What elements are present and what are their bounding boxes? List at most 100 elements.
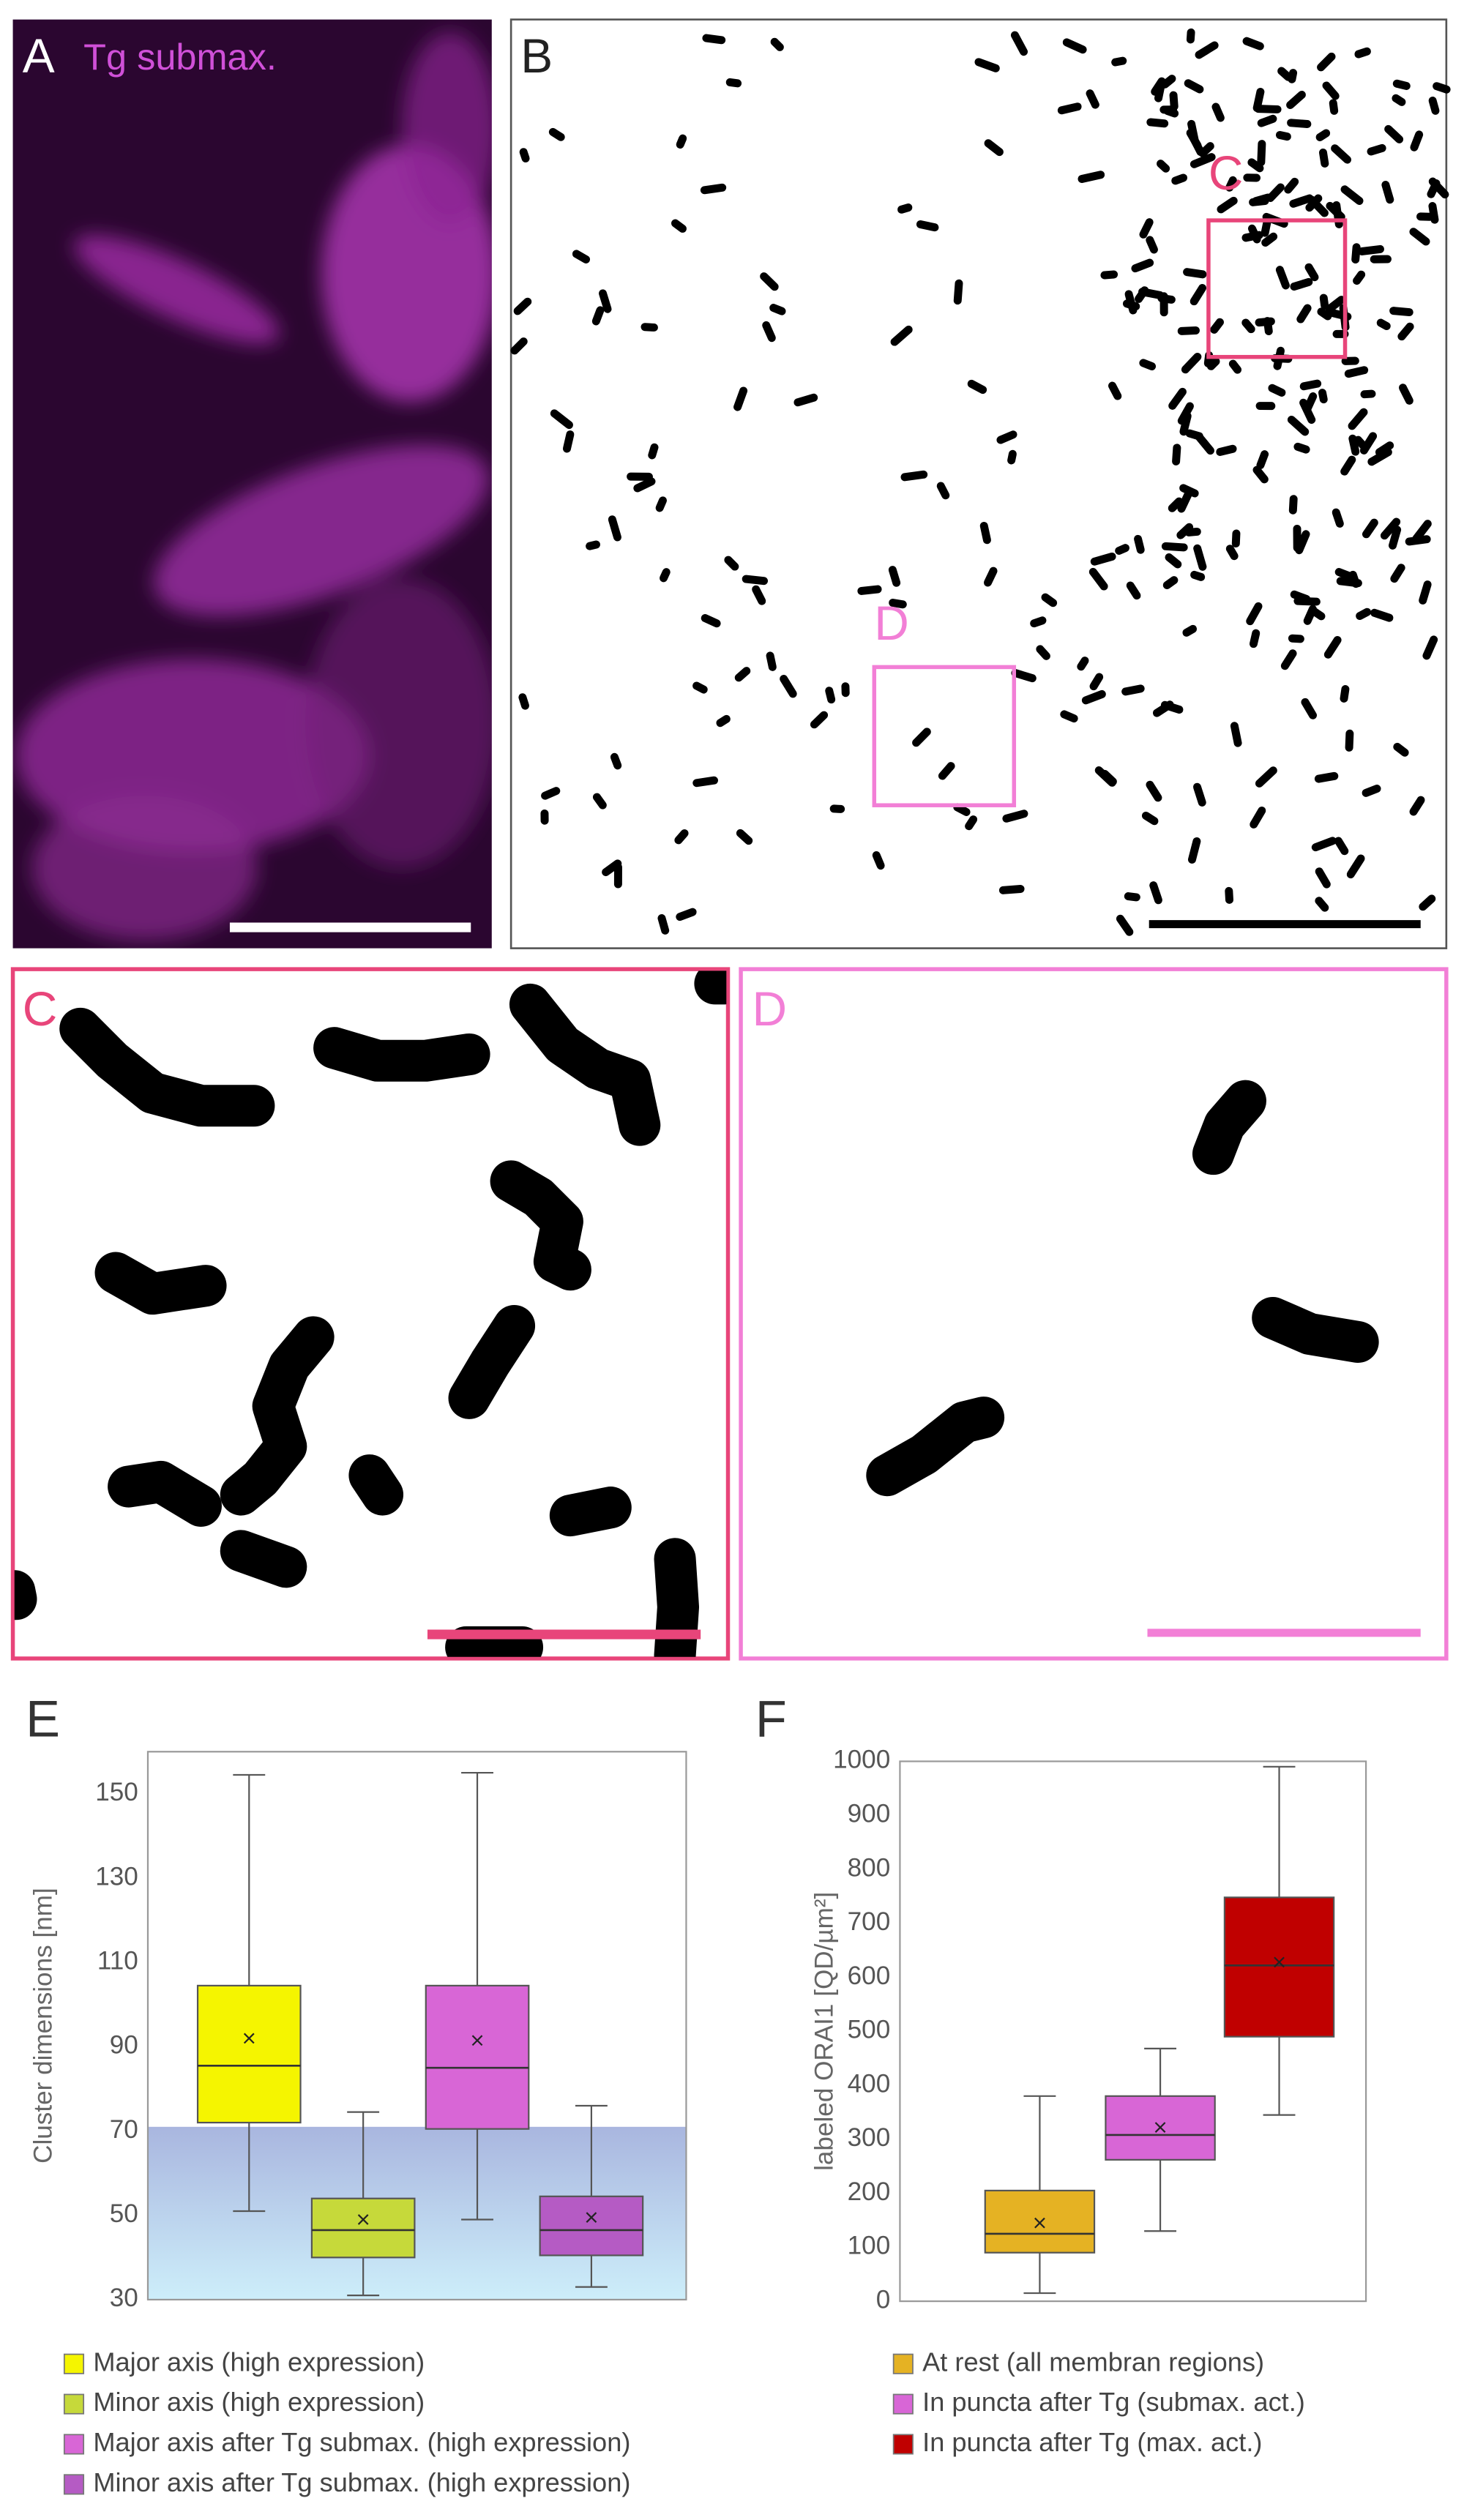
cluster-dot — [1397, 322, 1414, 341]
cluster-dot — [1412, 520, 1432, 543]
cluster-dot — [1287, 119, 1312, 128]
cluster-dot — [1367, 448, 1392, 466]
y-tick-label: 400 — [848, 2069, 891, 2098]
cluster-dot — [760, 272, 779, 291]
inset-box — [1206, 218, 1348, 359]
cluster-dot — [1088, 567, 1108, 591]
cluster-dot — [1319, 293, 1329, 310]
cluster-dot — [1322, 81, 1340, 100]
cluster-dot — [1176, 523, 1194, 539]
cluster-dot — [1228, 359, 1242, 374]
y-axis-label: labeled ORAI1 [QD/µm²] — [810, 1892, 839, 2171]
panel-label: A — [23, 29, 55, 83]
mean-marker — [1034, 2217, 1045, 2229]
cluster-dot — [938, 762, 955, 780]
cluster-dot — [1348, 570, 1360, 588]
y-tick-label: 200 — [848, 2177, 891, 2206]
cluster-dot — [1299, 398, 1316, 425]
cluster-dot — [736, 829, 753, 845]
y-tick-label: 70 — [110, 2115, 138, 2144]
cluster-dot — [674, 829, 689, 845]
cluster-dot — [608, 515, 621, 542]
cluster-dot — [1011, 669, 1037, 683]
cluster-dot — [1393, 742, 1409, 757]
cluster-dot — [979, 522, 991, 545]
cluster-dot — [671, 219, 687, 233]
cluster-dot — [1168, 497, 1184, 512]
cluster-dot — [519, 148, 530, 162]
cluster-dot — [640, 323, 658, 332]
cluster-dot — [1268, 384, 1286, 397]
y-tick-label: 100 — [848, 2232, 891, 2260]
cluster-dot — [1419, 580, 1432, 605]
cluster-dot — [1216, 444, 1237, 456]
legend-swatch — [63, 2393, 85, 2415]
cluster-dot — [1211, 102, 1225, 122]
cluster-dot — [1340, 685, 1350, 703]
box — [310, 2197, 416, 2259]
cluster-dot — [1124, 290, 1138, 315]
cluster-dot — [1250, 807, 1266, 829]
cluster-dot — [770, 37, 784, 51]
cluster-dot — [1134, 534, 1145, 554]
inset-label: C — [1209, 146, 1244, 200]
box — [1223, 1896, 1335, 2038]
cluster-dot — [1152, 700, 1174, 717]
mean-marker — [357, 2214, 369, 2225]
cluster-dot — [1177, 326, 1200, 335]
cluster-dot — [1094, 766, 1116, 787]
cluster-dot — [1189, 134, 1205, 157]
cluster-dot — [998, 885, 1025, 894]
cluster-dot — [518, 693, 529, 710]
cluster-dot — [1210, 318, 1224, 334]
cluster-dot — [1301, 698, 1317, 719]
cluster-dot — [716, 714, 731, 728]
cluster-dot — [1146, 780, 1162, 802]
cluster-dot — [762, 321, 776, 343]
cluster-dot — [513, 297, 532, 315]
y-tick-label: 700 — [848, 1907, 891, 1936]
y-tick-label: 1000 — [833, 1746, 890, 1774]
cluster-dot — [657, 914, 670, 935]
cluster-dot — [1367, 143, 1386, 156]
cluster-dot — [1183, 268, 1207, 279]
cluster-dot — [1315, 897, 1329, 912]
cluster-dot — [1184, 527, 1201, 536]
y-tick-label: 500 — [848, 2016, 891, 2044]
cluster-dot — [1375, 441, 1394, 457]
cluster-dot — [1296, 304, 1312, 324]
legend-swatch — [892, 2353, 914, 2374]
cluster-dot — [1289, 194, 1314, 208]
cluster-dot — [1410, 130, 1424, 152]
cluster-dot — [1255, 317, 1275, 327]
cluster-dot — [1323, 635, 1342, 659]
cluster-dot — [733, 386, 748, 411]
cluster-dot — [1121, 684, 1145, 696]
cluster-map — [509, 18, 1448, 949]
cluster-dot — [1419, 894, 1436, 911]
micrograph-signal — [15, 32, 492, 941]
cluster-dot — [1179, 484, 1199, 498]
cluster-dot — [610, 752, 622, 770]
cluster-dot — [1389, 307, 1413, 317]
cluster-dots — [510, 28, 1451, 936]
cluster-dot — [676, 908, 697, 921]
cluster-dot — [1225, 176, 1237, 192]
cluster-dot — [1030, 616, 1047, 628]
cluster-dot — [592, 793, 607, 810]
cluster-dot — [1190, 570, 1206, 581]
cluster-dot — [1389, 526, 1402, 550]
cluster-dot — [1315, 867, 1331, 889]
panel-label: B — [520, 29, 553, 83]
cluster-dot — [984, 139, 1004, 157]
cluster-dot — [810, 711, 829, 729]
cluster-dot — [586, 540, 600, 550]
cluster-dot — [1242, 37, 1264, 51]
panel-label: C — [23, 982, 58, 1036]
cluster-dot — [1332, 508, 1344, 528]
cluster-dot — [1428, 97, 1440, 115]
cluster-dot — [857, 585, 882, 595]
cluster-dot — [1193, 544, 1207, 571]
cluster-dot — [1354, 47, 1371, 59]
